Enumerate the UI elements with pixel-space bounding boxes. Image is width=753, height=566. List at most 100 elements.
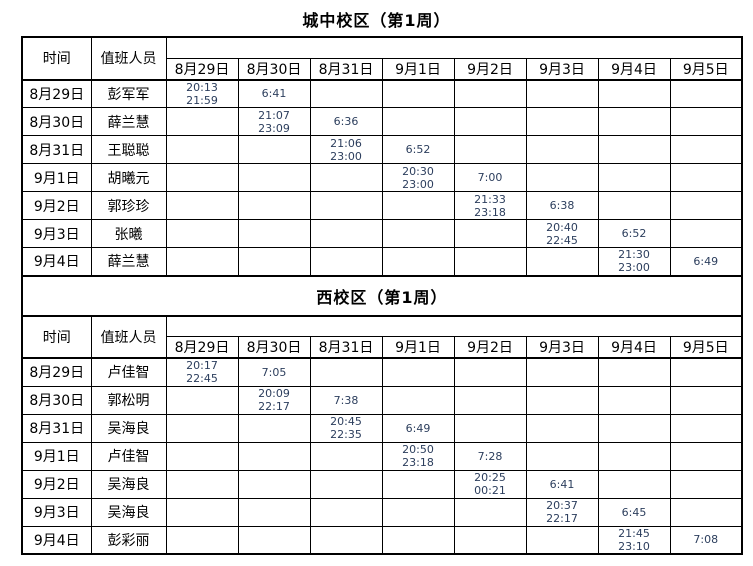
header-spacer-cell — [165, 36, 743, 59]
duty-time-cell — [597, 107, 671, 136]
duty-time-cell — [453, 107, 527, 136]
date-header: 8月29日 — [165, 336, 239, 359]
duty-row: 9月4日 彭彩丽 21:45 23:10 7:08 — [21, 525, 743, 555]
row-staff-name: 卢佳智 — [90, 357, 167, 387]
row-staff-name: 胡曦元 — [90, 163, 167, 192]
row-staff-name: 吴海良 — [90, 469, 167, 499]
row-staff-name: 张曦 — [90, 219, 167, 248]
duty-time-cell — [237, 247, 311, 276]
row-date-label: 9月2日 — [21, 191, 92, 220]
duty-time-cell — [165, 107, 239, 136]
duty-time-cell — [525, 107, 599, 136]
row-staff-name: 薛兰慧 — [90, 247, 167, 276]
row-date-label: 9月1日 — [21, 441, 92, 471]
duty-row: 9月4日 薛兰慧 21:30 23:00 6:49 — [21, 247, 743, 276]
duty-time-cell — [165, 413, 239, 443]
duty-time-cell — [597, 191, 671, 220]
duty-time-cell: 7:05 — [237, 357, 311, 387]
duty-time-cell — [237, 413, 311, 443]
duty-time-cell: 21:45 23:10 — [597, 525, 671, 555]
date-header: 9月4日 — [597, 57, 671, 81]
campus1-title: 城中校区（第1周） — [302, 11, 451, 30]
date-header: 8月31日 — [309, 57, 383, 81]
duty-row: 8月30日 郭松明 20:09 22:17 7:38 — [21, 385, 743, 415]
row-date-label: 9月4日 — [21, 247, 92, 276]
date-header: 9月5日 — [669, 57, 743, 81]
campus2-title-band: 西校区（第1周） — [21, 274, 743, 317]
duty-time-cell — [165, 385, 239, 415]
row-staff-name: 郭松明 — [90, 385, 167, 415]
duty-time-cell — [525, 357, 599, 387]
campus2-body: 8月29日 卢佳智 20:17 22:45 7:05 8月30日 郭松明 20:09 22:17… — [21, 357, 743, 555]
duty-time-cell — [525, 247, 599, 276]
duty-time-cell — [309, 79, 383, 108]
duty-time-cell — [453, 497, 527, 527]
duty-time-cell — [669, 497, 743, 527]
duty-row: 9月1日 胡曦元 20:30 23:00 7:00 — [21, 163, 743, 192]
date-header: 8月30日 — [237, 57, 311, 81]
time-header: 时间 — [21, 36, 92, 81]
duty-time-cell — [453, 413, 527, 443]
duty-time-cell — [525, 413, 599, 443]
date-header: 9月3日 — [525, 336, 599, 359]
duty-time-cell: 20:13 21:59 — [165, 79, 239, 108]
duty-row: 9月2日 郭珍珍 21:33 23:18 6:38 — [21, 191, 743, 220]
duty-row: 9月3日 吴海良 20:37 22:17 6:45 — [21, 497, 743, 527]
duty-time-cell — [669, 441, 743, 471]
duty-row: 8月29日 彭军军 20:13 21:59 6:41 — [21, 79, 743, 108]
duty-row: 9月2日 吴海良 20:25 00:21 6:41 — [21, 469, 743, 499]
duty-time-cell — [597, 163, 671, 192]
duty-time-cell — [309, 497, 383, 527]
duty-time-cell — [165, 191, 239, 220]
row-date-label: 8月31日 — [21, 413, 92, 443]
duty-time-cell — [381, 469, 455, 499]
duty-time-cell: 20:40 22:45 — [525, 219, 599, 248]
duty-time-cell: 20:50 23:18 — [381, 441, 455, 471]
duty-time-cell: 6:41 — [237, 79, 311, 108]
row-date-label: 8月31日 — [21, 135, 92, 164]
duty-time-cell — [597, 357, 671, 387]
time-header: 时间 — [21, 315, 92, 359]
duty-time-cell — [525, 441, 599, 471]
duty-time-cell: 20:45 22:35 — [309, 413, 383, 443]
row-staff-name: 吴海良 — [90, 497, 167, 527]
duty-time-cell: 21:30 23:00 — [597, 247, 671, 276]
duty-time-cell — [309, 525, 383, 555]
row-date-label: 8月30日 — [21, 385, 92, 415]
duty-time-cell — [309, 191, 383, 220]
campus2-title: 西校区（第1周） — [21, 274, 743, 317]
duty-time-cell — [309, 469, 383, 499]
duty-time-cell: 6:49 — [381, 413, 455, 443]
duty-row: 8月31日 吴海良 20:45 22:35 6:49 — [21, 413, 743, 443]
duty-time-cell — [381, 191, 455, 220]
duty-time-cell — [237, 163, 311, 192]
duty-time-cell: 21:06 23:00 — [309, 135, 383, 164]
date-header: 9月1日 — [381, 336, 455, 359]
row-date-label: 9月2日 — [21, 469, 92, 499]
duty-time-cell — [525, 163, 599, 192]
campus1-header-row-top: 时间 值班人员 — [21, 36, 743, 81]
duty-time-cell: 20:17 22:45 — [165, 357, 239, 387]
duty-row: 8月31日 王聪聪 21:06 23:00 6:52 — [21, 135, 743, 164]
duty-row: 9月3日 张曦 20:40 22:45 6:52 — [21, 219, 743, 248]
duty-time-cell — [525, 385, 599, 415]
duty-time-cell — [453, 357, 527, 387]
duty-time-cell — [237, 191, 311, 220]
duty-time-cell: 6:38 — [525, 191, 599, 220]
duty-time-cell: 7:38 — [309, 385, 383, 415]
duty-time-cell — [525, 79, 599, 108]
duty-time-cell — [453, 135, 527, 164]
duty-time-cell — [381, 357, 455, 387]
duty-time-cell — [669, 357, 743, 387]
duty-time-cell — [669, 385, 743, 415]
duty-time-cell: 20:09 22:17 — [237, 385, 311, 415]
duty-time-cell — [165, 441, 239, 471]
row-date-label: 8月29日 — [21, 79, 92, 108]
duty-time-cell: 6:36 — [309, 107, 383, 136]
duty-schedule-table: 时间 值班人员 8月29日 8月30日 8月31日 9月1日 9月2日 9月3日… — [21, 36, 743, 555]
duty-time-cell — [237, 525, 311, 555]
staff-header: 值班人员 — [90, 315, 167, 359]
duty-time-cell — [381, 247, 455, 276]
duty-time-cell — [309, 163, 383, 192]
date-header: 8月29日 — [165, 57, 239, 81]
